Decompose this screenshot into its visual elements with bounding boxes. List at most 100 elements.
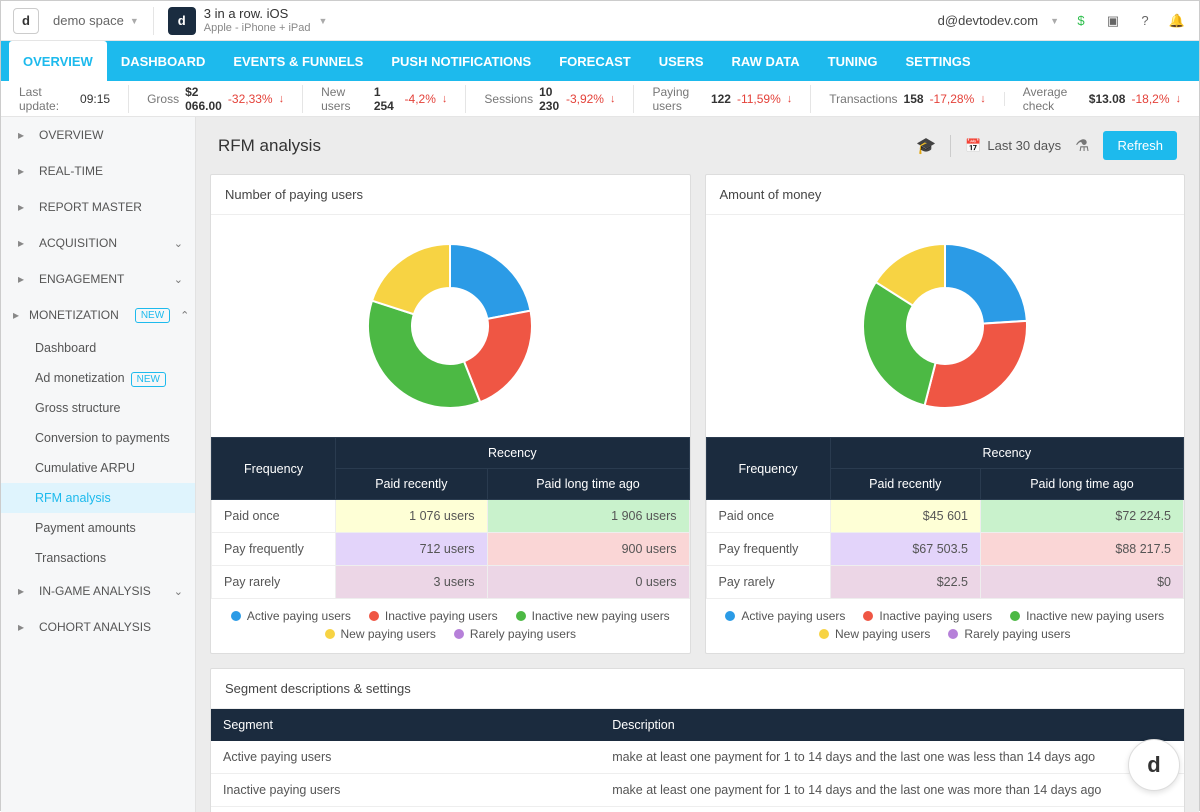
app-title: 3 in a row. iOS [204,7,311,21]
sidebar-icon: ▸ [13,199,29,215]
sidebar-item-engagement[interactable]: ▸ENGAGEMENT⌄ [1,261,195,297]
nav-users[interactable]: USERS [645,41,718,81]
legend-dot [863,611,873,621]
stat-paying-users: Paying users 122 -11,59%↓ [634,85,811,113]
divider [950,135,951,157]
sidebar-icon: ▸ [13,619,29,635]
sidebar-item-monetization[interactable]: ▸MONETIZATIONNEW⌃ [1,297,195,333]
sidebar-icon: ▸ [13,163,29,179]
legend-dot [1010,611,1020,621]
bell-icon[interactable]: 🔔 [1167,11,1187,31]
card-title: Amount of money [706,175,1185,215]
card-title: Number of paying users [211,175,690,215]
legend-dot [454,629,464,639]
segment-row: Active paying usersmake at least one pay… [211,741,1184,774]
app-subtitle: Apple - iPhone + iPad [204,22,311,34]
legend-item: Inactive new paying users [516,609,670,623]
sidebar-item-cohort-analysis[interactable]: ▸COHORT ANALYSIS [1,609,195,645]
legend-dot [948,629,958,639]
user-email[interactable]: d@devtodev.com [938,13,1038,28]
stat-new-users: New users 1 254 -4,2%↓ [303,85,466,113]
stats-strip: Last update: 09:15 Gross $2 066.00 -32,3… [1,81,1199,117]
sidebar-icon: ▸ [13,271,29,287]
last-update-label: Last update: [19,85,74,113]
legend-dot [369,611,379,621]
main-nav: OVERVIEWDASHBOARDEVENTS & FUNNELSPUSH NO… [1,41,1199,81]
chevron-down-icon[interactable]: ▼ [1050,16,1059,26]
nav-overview[interactable]: OVERVIEW [9,41,107,81]
space-name: demo space [53,13,124,28]
legend: Active paying users Inactive paying users… [211,599,690,653]
nav-dashboard[interactable]: DASHBOARD [107,41,220,81]
help-icon[interactable]: ? [1135,11,1155,31]
filter-icon[interactable]: ⚗ [1075,136,1089,156]
refresh-button[interactable]: Refresh [1103,131,1177,160]
sidebar-item-acquisition[interactable]: ▸ACQUISITION⌄ [1,225,195,261]
sidebar-sub-rfm-analysis[interactable]: RFM analysis [1,483,195,513]
legend-item: Inactive paying users [863,609,992,623]
nav-tuning[interactable]: TUNING [814,41,892,81]
legend-dot [725,611,735,621]
stat-transactions: Transactions 158 -17,28%↓ [811,92,1004,106]
floating-logo-icon[interactable]: d [1128,739,1180,791]
sidebar-icon: ▸ [13,235,29,251]
sidebar-sub-payment-amounts[interactable]: Payment amounts [1,513,195,543]
sidebar-sub-ad-monetization[interactable]: Ad monetizationNEW [1,363,195,393]
nav-events-funnels[interactable]: EVENTS & FUNNELS [219,41,377,81]
legend-dot [819,629,829,639]
rfm-table: FrequencyRecencyPaid recentlyPaid long t… [211,437,690,599]
app-selector[interactable]: d 3 in a row. iOS Apple - iPhone + iPad … [168,7,328,35]
clipboard-icon[interactable]: ▣ [1103,11,1123,31]
education-icon[interactable]: 🎓 [916,136,936,156]
sidebar-icon: ▸ [13,127,29,143]
period-selector[interactable]: 📅 Last 30 days [965,138,1061,154]
sidebar-icon: ▸ [13,307,19,323]
sidebar-sub-cumulative-arpu[interactable]: Cumulative ARPU [1,453,195,483]
sidebar-sub-conversion-to-payments[interactable]: Conversion to payments [1,423,195,453]
legend-item: Rarely paying users [454,627,576,641]
divider [153,7,154,35]
chevron-icon: ⌄ [174,237,183,250]
dollar-icon[interactable]: $ [1071,11,1091,31]
legend-item: New paying users [325,627,436,641]
legend-item: Active paying users [725,609,845,623]
nav-push-notifications[interactable]: PUSH NOTIFICATIONS [377,41,545,81]
sidebar-item-overview[interactable]: ▸OVERVIEW [1,117,195,153]
legend-item: Rarely paying users [948,627,1070,641]
legend-item: New paying users [819,627,930,641]
segments-panel: Segment descriptions & settings Segment … [210,668,1185,812]
sidebar-sub-gross-structure[interactable]: Gross structure [1,393,195,423]
card-1: Amount of money FrequencyRecencyPaid rece… [705,174,1186,654]
nav-forecast[interactable]: FORECAST [545,41,645,81]
new-badge: NEW [131,372,166,387]
legend-dot [231,611,241,621]
rfm-table: FrequencyRecencyPaid recentlyPaid long t… [706,437,1185,599]
segment-row: Inactive paying usersmake at least one p… [211,774,1184,807]
content-header: RFM analysis 🎓 📅 Last 30 days ⚗ Refresh [196,117,1199,174]
legend-item: Inactive paying users [369,609,498,623]
chevron-icon: ⌄ [174,273,183,286]
chevron-icon: ⌃ [180,309,189,322]
legend-dot [516,611,526,621]
sidebar-sub-transactions[interactable]: Transactions [1,543,195,573]
sidebar: ▸OVERVIEW▸REAL-TIME▸REPORT MASTER▸ACQUIS… [1,117,196,812]
segments-col-description: Description [600,709,1184,741]
sidebar-sub-dashboard[interactable]: Dashboard [1,333,195,363]
nav-settings[interactable]: SETTINGS [892,41,985,81]
space-selector[interactable]: demo space ▼ [53,13,139,28]
legend-item: Active paying users [231,609,351,623]
new-badge: NEW [135,308,170,323]
topbar: d demo space ▼ d 3 in a row. iOS Apple -… [1,1,1199,41]
segment-row: Inactive new paying usersmade only one p… [211,807,1184,812]
sidebar-item-report-master[interactable]: ▸REPORT MASTER [1,189,195,225]
segments-table: Segment Description Active paying usersm… [211,709,1184,812]
content: RFM analysis 🎓 📅 Last 30 days ⚗ Refresh … [196,117,1199,812]
segments-col-segment: Segment [211,709,600,741]
sidebar-item-real-time[interactable]: ▸REAL-TIME [1,153,195,189]
nav-raw-data[interactable]: RAW DATA [718,41,814,81]
sidebar-item-in-game-analysis[interactable]: ▸IN-GAME ANALYSIS⌄ [1,573,195,609]
last-update-value: 09:15 [80,92,110,106]
logo-icon[interactable]: d [13,8,39,34]
chevron-down-icon: ▼ [318,16,327,26]
stat-sessions: Sessions 10 230 -3,92%↓ [466,85,634,113]
